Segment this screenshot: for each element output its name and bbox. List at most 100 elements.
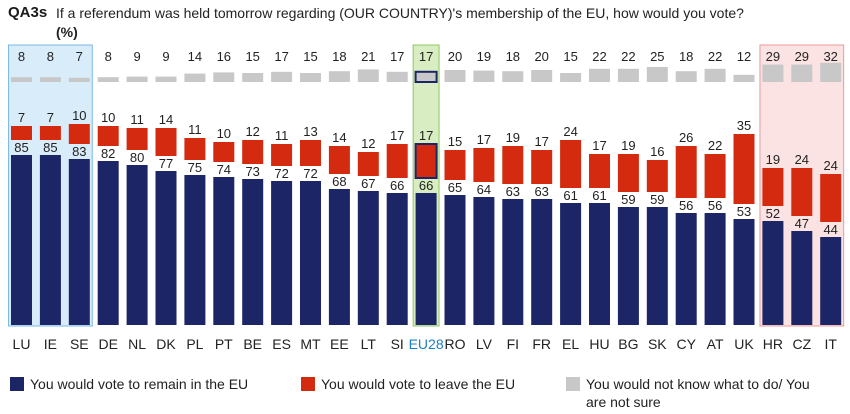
value-label-leave-se: 10 [72, 108, 86, 123]
bar-unsure-pt [213, 72, 235, 82]
bar-remain-hu [589, 203, 610, 325]
value-label-unsure-de: 8 [105, 49, 112, 64]
category-label-ie: IE [44, 336, 57, 352]
value-label-unsure-pt: 16 [217, 49, 231, 64]
value-label-leave-mt: 13 [303, 124, 317, 139]
bar-unsure-sk [646, 67, 668, 82]
bar-remain-dk [155, 171, 177, 325]
bar-unsure-at [704, 68, 726, 82]
legend-label-remain: You would vote to remain in the EU [30, 376, 249, 392]
value-label-unsure-si: 17 [390, 49, 404, 64]
value-label-leave-lt: 12 [361, 136, 375, 151]
value-label-remain-hu: 61 [592, 188, 606, 203]
value-label-remain-it: 44 [823, 222, 837, 237]
bar-remain-uk [733, 219, 755, 325]
value-label-unsure-es: 17 [274, 49, 288, 64]
value-label-leave-bg: 19 [621, 138, 635, 153]
value-label-remain-cy: 56 [679, 198, 693, 213]
value-label-unsure-hr: 29 [766, 49, 780, 64]
bar-leave-es [271, 144, 293, 166]
category-label-pl: PL [186, 336, 203, 352]
legend-label-unsure-line2: are not sure [586, 394, 661, 410]
category-label-fi: FI [507, 336, 519, 352]
value-label-leave-dk: 14 [159, 112, 173, 127]
bar-leave-si [386, 144, 408, 178]
value-label-unsure-lu: 8 [18, 49, 25, 64]
bar-remain-bg [617, 207, 639, 325]
value-label-remain-nl: 80 [130, 150, 144, 165]
bar-remain-eu28 [415, 193, 437, 325]
value-label-remain-uk: 53 [737, 204, 751, 219]
value-label-remain-bg: 59 [621, 192, 635, 207]
bar-remain-pl [184, 175, 206, 325]
bar-leave-be [242, 140, 264, 164]
legend-swatch-unsure [566, 377, 580, 391]
bar-remain-lu [11, 155, 32, 325]
category-label-de: DE [98, 336, 117, 352]
bar-unsure-it [820, 62, 842, 82]
value-label-unsure-nl: 9 [133, 49, 140, 64]
value-label-unsure-mt: 15 [303, 49, 317, 64]
bar-unsure-nl [126, 76, 148, 82]
value-label-remain-mt: 72 [303, 166, 317, 181]
bar-remain-mt [300, 181, 321, 325]
bar-unsure-de [97, 77, 119, 82]
value-label-unsure-at: 22 [708, 49, 722, 64]
value-label-leave-be: 12 [245, 124, 259, 139]
value-label-leave-ro: 15 [448, 134, 462, 149]
bar-unsure-es [271, 71, 293, 82]
value-label-unsure-hu: 22 [592, 49, 606, 64]
bar-unsure-eu28 [414, 70, 438, 84]
bar-remain-se [68, 159, 90, 325]
value-label-leave-el: 24 [563, 124, 577, 139]
bar-remain-be [242, 179, 264, 325]
value-label-remain-pl: 75 [188, 160, 202, 175]
legend-label-unsure-line1: You would not know what to do/ You [586, 376, 810, 392]
legend-swatch-remain [10, 377, 24, 391]
value-label-leave-nl: 11 [130, 112, 144, 127]
bar-remain-sk [646, 207, 668, 325]
bar-remain-lv [473, 197, 495, 325]
category-label-sk: SK [648, 336, 667, 352]
bar-remain-ie [39, 155, 61, 325]
bar-remain-at [704, 213, 726, 325]
bar-remain-lt [357, 191, 379, 325]
bar-leave-se [68, 124, 90, 144]
value-label-remain-dk: 77 [159, 156, 173, 171]
bar-unsure-lt [357, 69, 379, 82]
bar-remain-ee [328, 189, 350, 325]
category-label-uk: UK [734, 336, 754, 352]
bar-remain-es [271, 181, 293, 325]
category-label-nl: NL [128, 336, 146, 352]
bar-unsure-ee [328, 71, 350, 82]
value-label-leave-lv: 17 [477, 132, 491, 147]
value-label-unsure-ro: 20 [448, 49, 462, 64]
value-label-remain-fr: 63 [534, 184, 548, 199]
category-label-si: SI [391, 336, 404, 352]
value-label-unsure-ie: 8 [47, 49, 54, 64]
bar-leave-cy [675, 146, 697, 198]
value-label-leave-lu: 7 [18, 110, 25, 125]
value-label-remain-be: 73 [245, 164, 259, 179]
bar-leave-sk [646, 160, 668, 192]
value-label-unsure-el: 15 [563, 49, 577, 64]
value-label-unsure-lv: 19 [477, 49, 491, 64]
bar-unsure-ie [39, 77, 61, 82]
value-label-remain-es: 72 [274, 166, 288, 181]
bar-unsure-lu [11, 77, 32, 82]
bar-unsure-hu [589, 68, 610, 82]
value-label-leave-si: 17 [390, 128, 404, 143]
value-label-remain-eu28: 66 [419, 178, 433, 193]
bar-remain-de [97, 161, 119, 325]
bar-leave-fi [502, 146, 524, 184]
bar-remain-pt [213, 177, 235, 325]
category-label-lv: LV [476, 336, 493, 352]
bar-leave-pl [184, 138, 206, 160]
value-label-unsure-ee: 18 [332, 49, 346, 64]
value-label-remain-lv: 64 [477, 182, 491, 197]
value-label-remain-hr: 52 [766, 206, 780, 221]
bar-remain-it [820, 237, 842, 325]
bar-leave-pt [213, 142, 235, 162]
value-label-leave-sk: 16 [650, 144, 664, 159]
